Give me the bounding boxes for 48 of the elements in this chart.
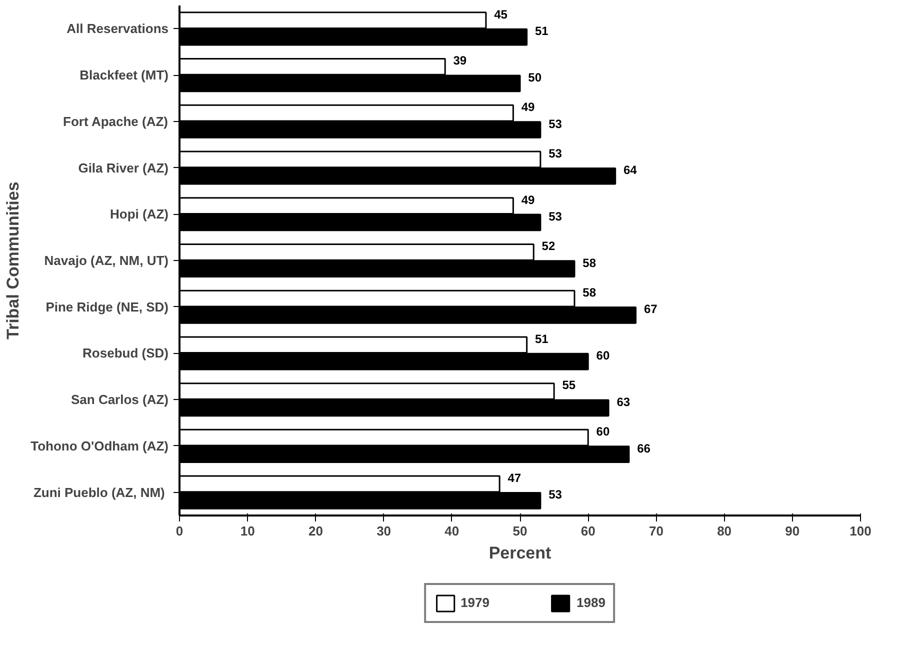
data-label: 52: [542, 239, 556, 254]
data-label: 50: [528, 70, 542, 84]
y-tick-label: Gila River (AZ): [78, 160, 168, 176]
data-label: 60: [596, 424, 610, 439]
x-tick-label: 80: [717, 524, 732, 538]
data-label: 51: [534, 24, 549, 38]
data-label: 39: [453, 54, 467, 68]
x-tick-label: 10: [240, 524, 255, 538]
x-tick-label: 50: [512, 524, 528, 538]
data-label: 60: [596, 348, 610, 363]
data-label: 45: [494, 7, 508, 22]
data-label: 64: [624, 163, 638, 178]
data-label: 58: [582, 286, 596, 300]
x-tick-label: 40: [444, 524, 460, 538]
data-label: 53: [548, 146, 562, 160]
x-tick-label: 90: [785, 524, 800, 538]
data-label: 49: [521, 192, 536, 207]
y-tick-label: Rosebud (SD): [82, 346, 169, 361]
data-label: 67: [644, 302, 658, 316]
data-label: 55: [562, 378, 576, 392]
data-label: 53: [548, 488, 562, 502]
y-tick-label: Tohono O'Odham (AZ): [30, 438, 169, 454]
x-axis-title: Percent: [488, 544, 552, 562]
data-label: 49: [521, 100, 536, 114]
data-label: 53: [548, 209, 562, 224]
y-tick-label: Hopi (AZ): [110, 206, 169, 222]
y-tick-label: All Reservations: [66, 21, 168, 36]
data-label: 63: [616, 394, 630, 409]
data-label: 51: [534, 332, 549, 346]
x-tick-label: 70: [648, 524, 664, 538]
data-label: 58: [582, 256, 596, 270]
data-label: 53: [548, 116, 562, 131]
data-label: 47: [508, 470, 522, 485]
legend-label: 1989: [576, 595, 606, 610]
y-axis-title: Tribal Communities: [4, 182, 23, 340]
y-tick-label: Fort Apache (AZ): [63, 114, 168, 129]
legend-label: 1979: [460, 595, 490, 610]
x-tick-label: 0: [176, 524, 184, 538]
y-tick-label: Blackfeet (MT): [80, 68, 169, 83]
x-tick-label: 20: [308, 524, 323, 538]
y-tick-label: Zuni Pueblo (AZ, NM): [33, 484, 165, 500]
x-tick-label: 100: [850, 524, 872, 538]
x-tick-label: 60: [580, 524, 596, 538]
y-tick-label: Pine Ridge (NE, SD): [46, 299, 169, 314]
y-tick-label: Navajo (AZ, NM, UT): [44, 253, 169, 268]
x-tick-label: 30: [376, 524, 392, 538]
data-label: 66: [637, 441, 651, 456]
y-tick-label: San Carlos (AZ): [70, 392, 169, 408]
